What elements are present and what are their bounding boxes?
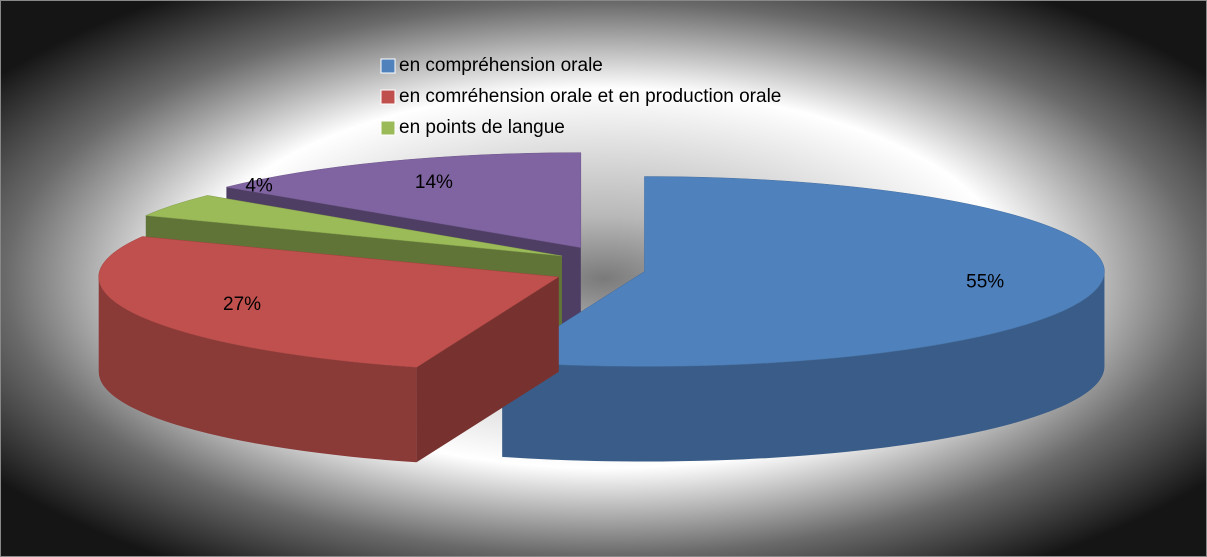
pie: 14% 4% 55% 27% (98, 152, 1105, 463)
data-label: 55% (966, 272, 1004, 293)
legend-swatch (380, 89, 396, 105)
slice (501, 176, 1105, 462)
slice-wall (98, 276, 417, 463)
slice-top (501, 176, 1105, 367)
slice-top (144, 195, 563, 257)
data-label: 14% (415, 172, 453, 193)
legend-label: en comréhension orale et en production o… (399, 86, 781, 107)
legend-swatch (380, 120, 396, 136)
legend-label: en points de langue (399, 117, 565, 138)
legend-swatch (380, 58, 396, 74)
slice (98, 236, 560, 463)
slice-wall (502, 271, 1105, 462)
data-label: 27% (223, 294, 261, 315)
slice-top (98, 236, 560, 368)
legend: en compréhension orale en comréhension or… (380, 55, 781, 138)
legend-label: en compréhension orale (399, 55, 603, 76)
slice-top (226, 152, 582, 248)
data-label: 4% (245, 175, 273, 196)
